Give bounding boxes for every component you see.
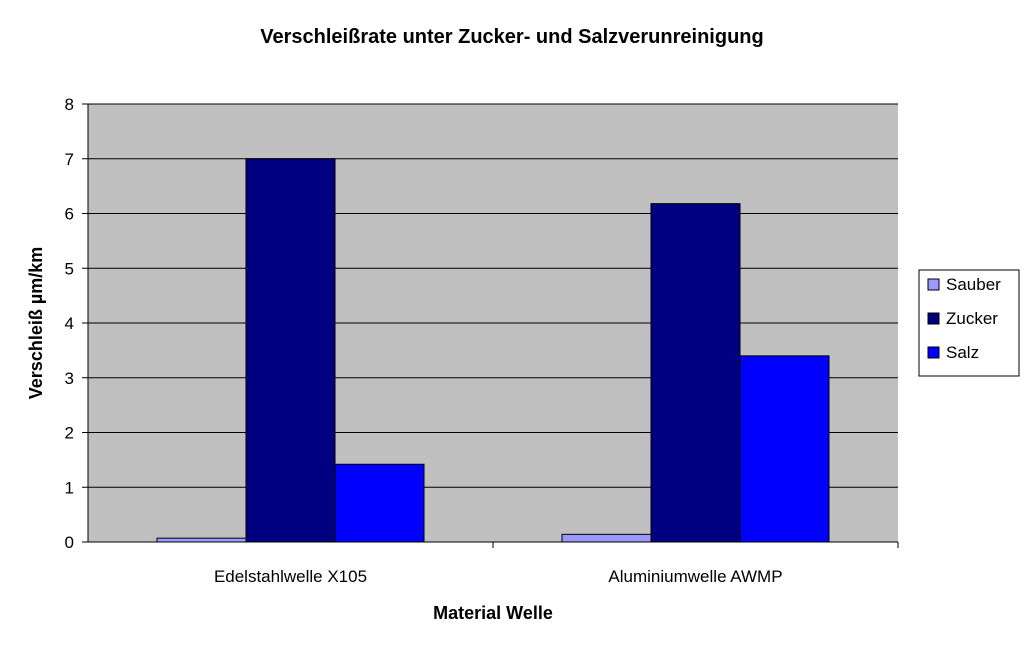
x-category-labels: Edelstahlwelle X105 Aluminiumwelle AWMP [214, 567, 783, 586]
y-tick-label: 4 [65, 314, 74, 333]
bar-salz-1 [334, 463, 425, 543]
gridlines [88, 103, 898, 488]
legend: Sauber Zucker Salz [918, 269, 1020, 377]
legend-swatch-zucker [927, 312, 940, 325]
chart-title: Verschleißrate unter Zucker- und Salzver… [260, 26, 763, 48]
y-tick-label: 7 [65, 150, 74, 169]
bar-zucker-2 [650, 203, 741, 543]
legend-items: Sauber Zucker Salz [927, 275, 1001, 362]
bar-sauber-2 [561, 533, 652, 543]
x-category-label: Edelstahlwelle X105 [214, 567, 367, 586]
y-tick-label: 3 [65, 369, 74, 388]
bar-sauber-1 [156, 537, 247, 543]
bars [156, 158, 830, 543]
y-tick-label: 0 [65, 533, 74, 552]
y-tick-label: 2 [65, 424, 74, 443]
legend-label-sauber: Sauber [946, 275, 1001, 294]
y-tick-label: 5 [65, 259, 74, 278]
axes [82, 103, 899, 548]
x-category-label: Aluminiumwelle AWMP [608, 567, 782, 586]
bar-zucker-1 [245, 158, 336, 543]
x-axis-label: Material Welle [433, 603, 553, 623]
legend-label-salz: Salz [946, 343, 979, 362]
legend-swatch-sauber [927, 278, 940, 291]
y-tick-labels: 0 1 2 3 4 5 6 7 8 [65, 95, 74, 552]
legend-label-zucker: Zucker [946, 309, 998, 328]
y-axis-label: Verschleiß µm/km [26, 247, 46, 399]
legend-swatch-salz [927, 346, 940, 359]
bar-salz-2 [739, 355, 830, 543]
y-tick-label: 8 [65, 95, 74, 114]
y-tick-label: 6 [65, 205, 74, 224]
y-tick-label: 1 [65, 478, 74, 497]
